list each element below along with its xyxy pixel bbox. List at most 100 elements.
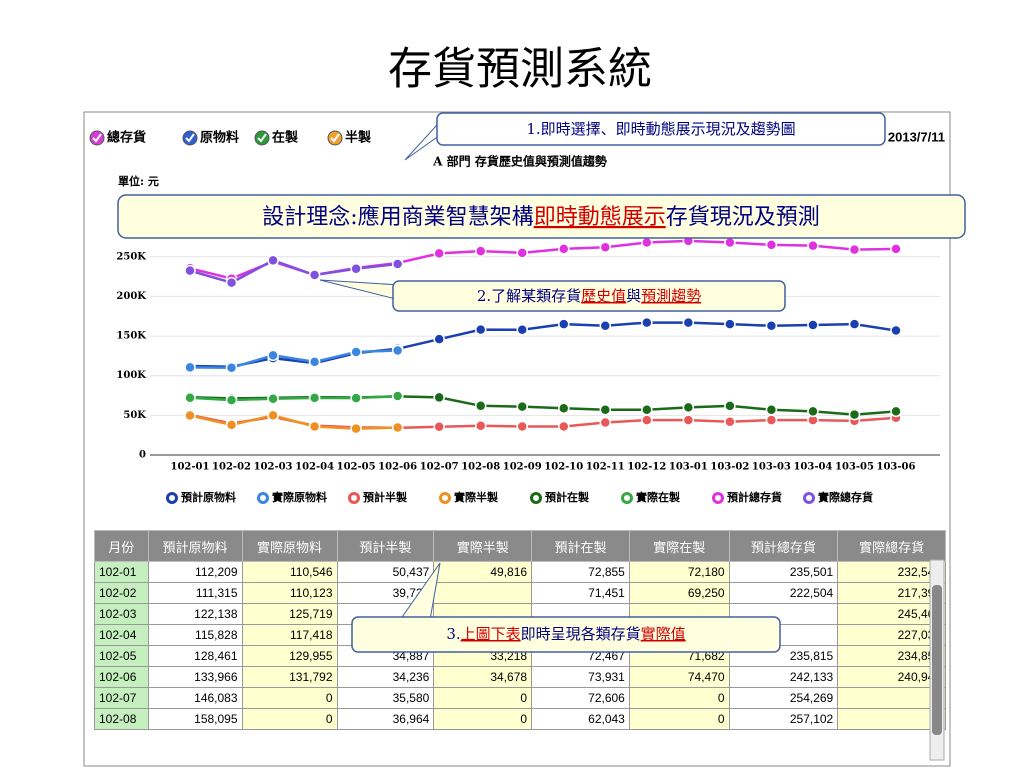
x-tick-label: 102-11 (586, 462, 625, 473)
point (516, 323, 528, 336)
point (641, 236, 653, 249)
point (350, 263, 362, 275)
concept-box (117, 194, 966, 239)
legend-label[interactable]: 預計半製 (363, 490, 408, 504)
point (682, 316, 695, 329)
point (308, 392, 321, 404)
point (225, 419, 238, 431)
point (724, 236, 736, 249)
point (350, 346, 362, 358)
table-cell: 35,580 (336, 687, 435, 709)
table-cell: 72,606 (531, 687, 630, 709)
table-cell: 69,250 (628, 582, 730, 604)
x-tick-label: 102-08 (461, 462, 500, 473)
point (350, 392, 362, 404)
x-tick-label: 102-12 (627, 462, 666, 473)
legend-marker[interactable] (530, 492, 542, 504)
point (474, 400, 487, 412)
filter-label[interactable]: 總存貨 (107, 130, 146, 146)
point (474, 245, 487, 257)
point (599, 320, 612, 332)
table-cell (628, 624, 730, 646)
legend-marker[interactable] (621, 492, 633, 504)
legend-label[interactable]: 實際在製 (636, 490, 681, 504)
filter-label[interactable]: 原物料 (200, 130, 239, 146)
table-cell: 102-03 (94, 603, 149, 625)
point (890, 324, 902, 337)
table-cell: 71,451 (531, 582, 630, 604)
point (807, 239, 819, 252)
table-cell (433, 582, 533, 604)
callout-text-part: 與 (626, 287, 641, 305)
x-tick-label: 103-06 (877, 462, 916, 473)
point (391, 344, 404, 357)
table-cell: 110,546 (241, 561, 338, 583)
table-cell: 129,955 (241, 645, 338, 667)
legend-marker[interactable] (439, 492, 451, 504)
series-line (189, 394, 398, 402)
point (558, 318, 570, 330)
x-tick-label: 102-01 (171, 462, 210, 473)
table-cell: 117,418 (241, 624, 338, 646)
table-cell: 102-06 (94, 666, 149, 688)
column-header: 預計在製 (531, 530, 630, 562)
table: 月份 預計原物料 實際原物料 預計半製 實際半製 預計在製 實際在製 預計總存貨 實際總存貨 10… (94, 530, 946, 730)
point (890, 405, 902, 418)
table-cell: 34,678 (433, 666, 533, 688)
table-cell: 227,035 (837, 624, 946, 646)
callout-text-part: 歷史值 (581, 287, 626, 305)
table-cell: 0 (837, 687, 946, 709)
point (474, 323, 487, 336)
legend-label[interactable]: 實際半製 (454, 490, 499, 504)
legend-marker[interactable] (348, 492, 360, 504)
table-cell: 232,542 (837, 561, 946, 583)
point (308, 269, 321, 281)
series-line (189, 321, 897, 368)
filter-label[interactable]: 半製 (345, 130, 371, 146)
column-header: 預計原物料 (147, 530, 243, 562)
legend-marker[interactable] (712, 492, 724, 504)
legend-label[interactable]: 實際原物料 (272, 490, 327, 504)
check-mark (257, 133, 267, 143)
table-cell (336, 624, 435, 646)
table-cell: 102-02 (94, 582, 149, 604)
date: 2013/7/11 (888, 129, 945, 144)
table-cell: 0 (433, 687, 533, 709)
table-cell: 122,138 (147, 603, 243, 625)
legend-marker[interactable] (803, 492, 815, 504)
legend-label[interactable]: 實際總存貨 (818, 490, 873, 504)
table-cell: 74,470 (628, 666, 730, 688)
concept-text: 設計理念:應用商業智慧架構即時動態展示存貨現況及預測 (262, 204, 819, 230)
x-tick-label: 103-01 (669, 462, 708, 473)
point (848, 318, 861, 330)
x-tick-label: 103-05 (835, 462, 874, 473)
point (516, 420, 528, 433)
column-header: 實際總存貨 (837, 530, 946, 562)
legend-label[interactable]: 預計原物料 (181, 490, 236, 504)
chart-title: A 部門 存貨歷史值與預測值趨勢 (432, 154, 607, 169)
point (807, 405, 819, 418)
point (391, 258, 404, 270)
callout-text: 2.了解某類存貨歷史值與預測趨勢 (477, 287, 701, 305)
table-cell (628, 603, 730, 625)
check-mark (330, 133, 340, 143)
point (765, 414, 778, 426)
legend-label[interactable]: 預計在製 (545, 490, 590, 504)
y-tick-label: 0 (139, 450, 146, 461)
unit-label: 單位: 元 (118, 174, 159, 188)
series-line (189, 349, 398, 369)
point (474, 419, 487, 432)
table-cell: 0 (241, 687, 338, 709)
x-tick-label: 102-09 (503, 462, 542, 473)
table-row: 102-04 115,828 117,418 227,035 (94, 624, 946, 646)
legend-marker[interactable] (257, 492, 269, 504)
table-cell: 71,682 (628, 645, 730, 667)
legend-label[interactable]: 預計總存貨 (727, 490, 782, 504)
point (641, 414, 653, 426)
legend-marker[interactable] (166, 492, 178, 504)
filter-label[interactable]: 在製 (272, 130, 298, 146)
x-tick-label: 103-04 (793, 462, 832, 473)
point (433, 391, 445, 404)
